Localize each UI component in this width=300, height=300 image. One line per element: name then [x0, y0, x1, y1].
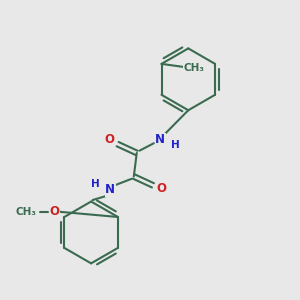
Text: O: O — [157, 182, 167, 195]
Text: CH₃: CH₃ — [15, 207, 36, 217]
Text: H: H — [171, 140, 180, 150]
Text: O: O — [104, 133, 114, 146]
Text: N: N — [105, 183, 115, 196]
Text: H: H — [91, 179, 99, 190]
Text: N: N — [155, 133, 165, 146]
Text: O: O — [49, 205, 59, 218]
Text: CH₃: CH₃ — [183, 63, 204, 73]
